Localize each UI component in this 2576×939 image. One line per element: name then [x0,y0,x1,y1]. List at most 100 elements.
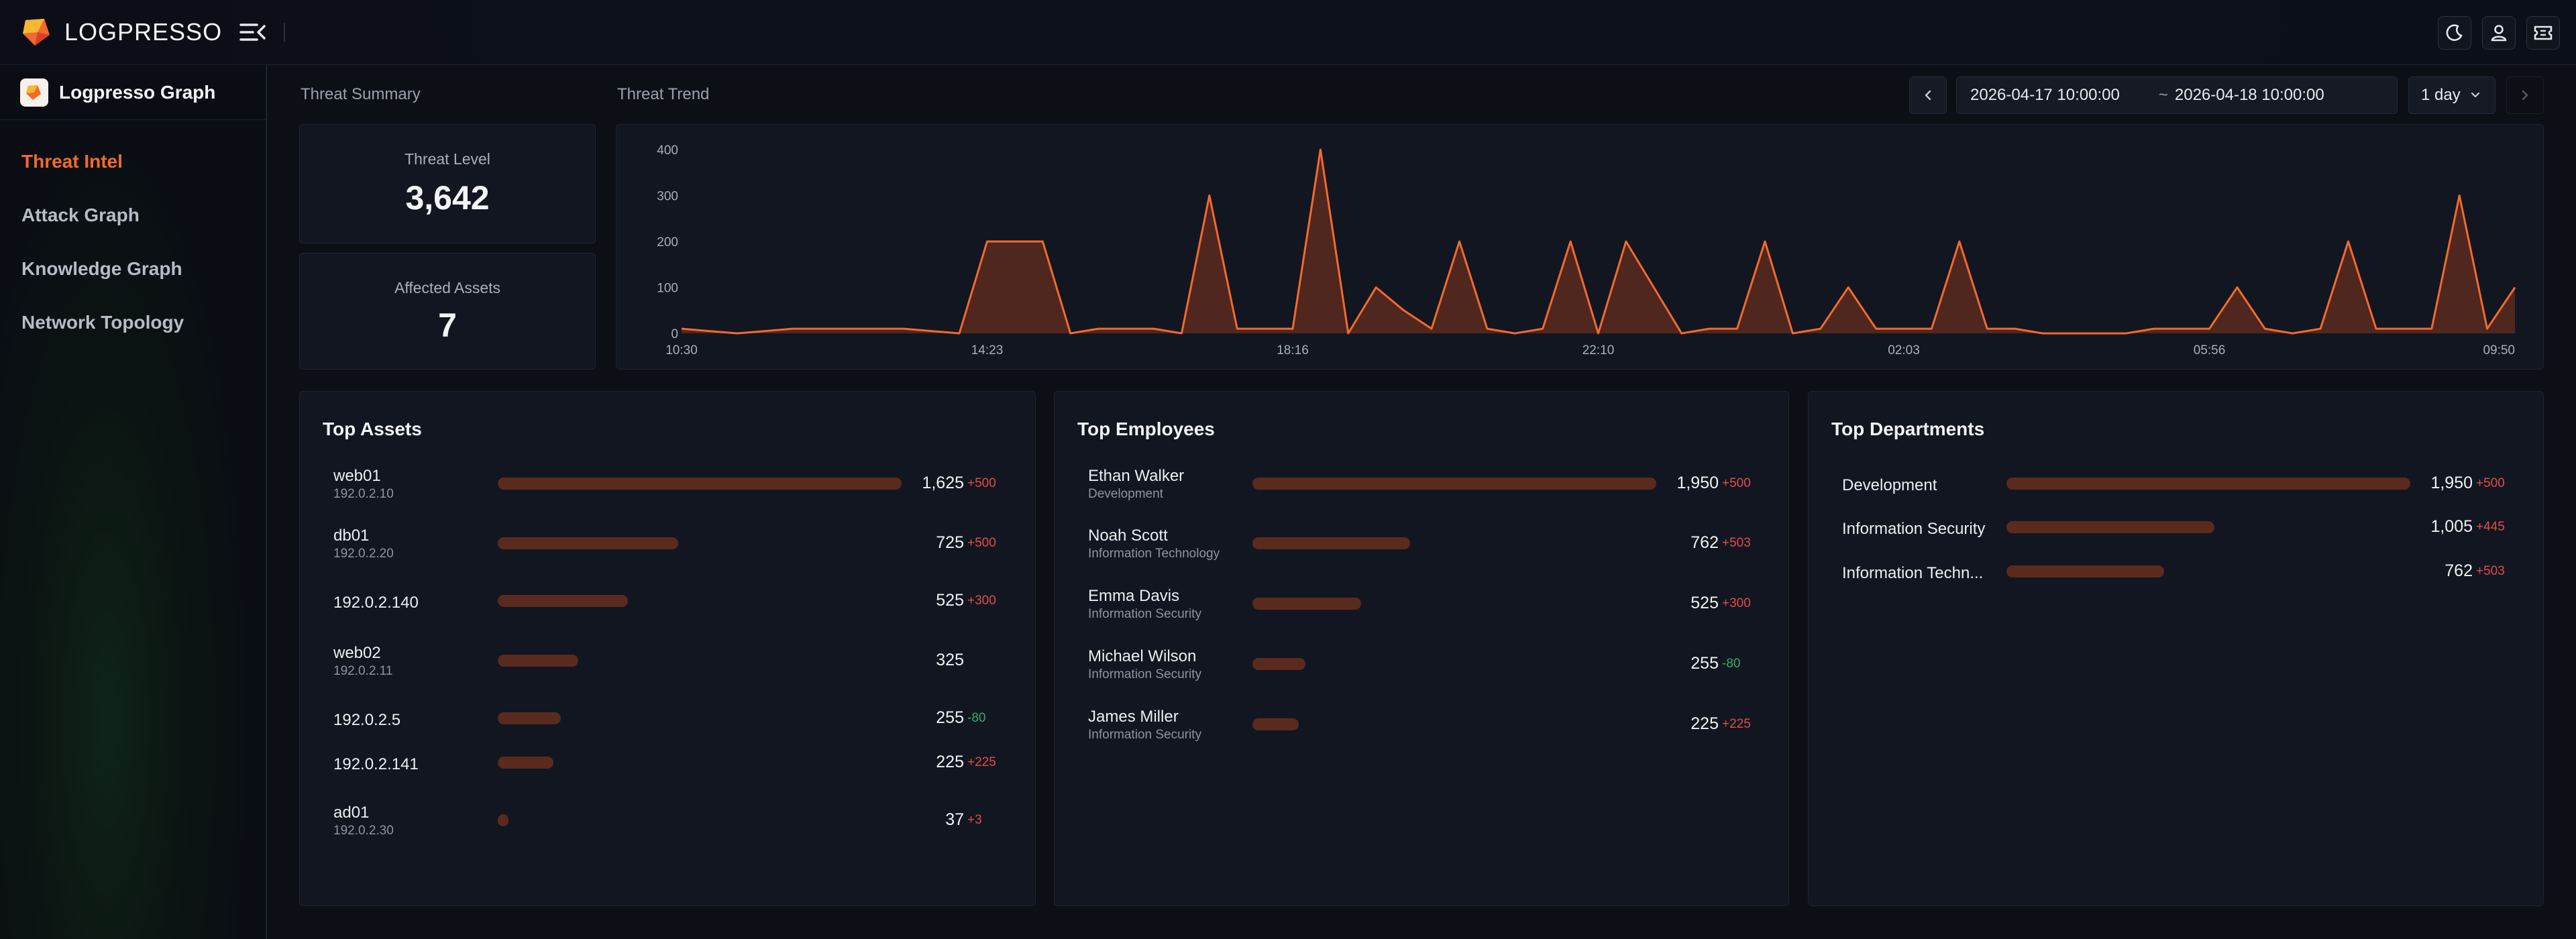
chevron-down-icon [2471,92,2479,98]
y-tick-label: 300 [657,190,678,204]
department-row[interactable]: Development 1,950 +500 [1842,460,2513,507]
asset-subtitle: 192.0.2.20 [333,547,394,561]
asset-value: 1,625 [922,474,964,492]
asset-bar [498,537,678,549]
asset-row[interactable]: db01 192.0.2.20 725 +500 [333,520,1004,567]
employee-row[interactable]: Emma Davis Information Security 525 +300 [1088,580,1759,627]
asset-delta: +300 [967,594,996,608]
asset-name: 192.0.2.141 [333,755,419,773]
asset-bar [498,595,628,607]
asset-row[interactable]: 192.0.2.141 225 +225 [333,739,1004,786]
asset-name: 192.0.2.140 [333,594,419,612]
employee-subtitle: Information Security [1088,728,1201,742]
employee-delta: -80 [1722,657,1741,671]
department-row[interactable]: Information Security 1,005 +445 [1842,504,2513,551]
employee-name: Michael Wilson [1088,647,1197,665]
employee-delta: +300 [1722,596,1751,610]
app-icon [20,78,48,107]
employee-subtitle: Information Security [1088,607,1201,621]
asset-bar [498,712,561,724]
department-row[interactable]: Information Techn... 762 +503 [1842,548,2513,595]
asset-value: 37 [945,810,964,829]
asset-value: 225 [936,753,964,771]
threat-trend-chart: 0 100 200 300 400 10:30 14:23 18:16 22:10 02:03 05… [657,144,2516,357]
brand[interactable]: LOGPRESSO [20,15,222,50]
department-delta: +503 [2476,564,2505,578]
employee-subtitle: Development [1088,487,1163,501]
range-select[interactable]: 1 day [2408,76,2496,114]
sidebar-item-attack-graph[interactable]: Attack Graph [21,205,140,225]
asset-value: 725 [936,533,964,552]
employee-name: Ethan Walker [1088,467,1185,485]
x-tick-label: 10:30 [665,343,698,357]
app-title: Logpresso Graph [59,81,216,103]
ticket-button[interactable] [2526,16,2560,50]
employee-row[interactable]: Ethan Walker Development 1,950 +500 [1088,460,1759,507]
employee-value: 762 [1690,533,1719,552]
date-from[interactable]: 2026-04-17 10:00:00 [1970,86,2120,104]
employee-subtitle: Information Technology [1088,547,1220,561]
threat-trend-label: Threat Trend [617,85,710,103]
asset-bar [498,757,553,769]
department-name: Information Techn... [1842,564,1984,582]
asset-row[interactable]: ad01 192.0.2.30 37 +3 [333,797,1004,844]
asset-bar [498,655,578,667]
menu-collapse-button[interactable] [238,17,268,47]
threat-level-value: 3,642 [405,179,490,217]
department-bar [2006,478,2410,490]
asset-row[interactable]: 192.0.2.5 255 -80 [333,695,1004,742]
affected-assets-title: Affected Assets [394,279,501,296]
employee-delta: +503 [1722,536,1751,550]
employee-row[interactable]: Noah Scott Information Technology 762 +503 [1088,520,1759,567]
top-header: LOGPRESSO [0,0,2576,65]
department-value: 1,005 [2430,517,2473,536]
asset-name: web01 [333,467,381,485]
employee-bar [1252,537,1410,549]
asset-delta: +500 [967,476,996,490]
asset-name: 192.0.2.5 [333,711,401,729]
asset-value: 255 [936,708,964,727]
department-bar [2006,565,2164,577]
asset-name: ad01 [333,804,370,822]
date-range-picker[interactable]: 2026-04-17 10:00:00 ~ 2026-04-18 10:00:0… [1956,76,2398,114]
sidebar: Logpresso Graph Threat Intel Attack Grap… [0,65,267,939]
top-employees-title: Top Employees [1077,419,1215,439]
x-tick-label: 18:16 [1277,343,1309,357]
y-tick-label: 400 [657,144,678,158]
asset-delta: +500 [967,536,996,550]
user-icon [2491,25,2507,42]
employee-name: Noah Scott [1088,527,1168,545]
sidebar-item-threat-intel[interactable]: Threat Intel [21,151,123,172]
theme-toggle-button[interactable] [2438,16,2471,50]
employee-delta: +500 [1722,476,1751,490]
sidebar-nav: Threat Intel Attack Graph Knowledge Grap… [0,120,266,349]
asset-name: web02 [333,644,381,662]
prev-range-button[interactable] [1909,76,1947,114]
employee-row[interactable]: James Miller Information Security 225 +225 [1088,701,1759,748]
employee-delta: +225 [1722,717,1751,731]
asset-row[interactable]: web02 192.0.2.11 325 [333,637,1004,684]
employee-row[interactable]: Michael Wilson Information Security 255 -80 [1088,641,1759,687]
asset-value: 525 [936,591,964,610]
department-value: 1,950 [2430,474,2473,492]
user-profile-button[interactable] [2482,16,2516,50]
sidebar-item-knowledge-graph[interactable]: Knowledge Graph [21,258,182,279]
threat-trend-line [681,148,2516,335]
x-tick-label: 09:50 [2483,343,2515,357]
asset-subtitle: 192.0.2.11 [333,664,393,678]
employee-value: 1,950 [1676,474,1719,492]
asset-value: 325 [936,651,964,669]
asset-bar [498,478,902,490]
top-employees-card: Top Employees Ethan Walker Development 1,9… [1054,391,1789,906]
threat-level-card: Threat Level 3,642 [299,124,596,243]
date-to[interactable]: 2026-04-18 10:00:00 [2174,86,2324,104]
asset-row[interactable]: web01 192.0.2.10 1,625 +500 [333,460,1004,507]
sidebar-item-network-topology[interactable]: Network Topology [21,312,184,333]
asset-row[interactable]: 192.0.2.140 525 +300 [333,577,1004,624]
top-departments-card: Top Departments Development 1,950 +500 Info… [1808,391,2544,906]
threat-summary-label: Threat Summary [301,85,421,103]
next-range-button[interactable] [2506,76,2544,114]
sidebar-header: Logpresso Graph [0,65,266,120]
asset-delta: +225 [967,755,996,769]
chevron-right-icon [2522,90,2528,101]
